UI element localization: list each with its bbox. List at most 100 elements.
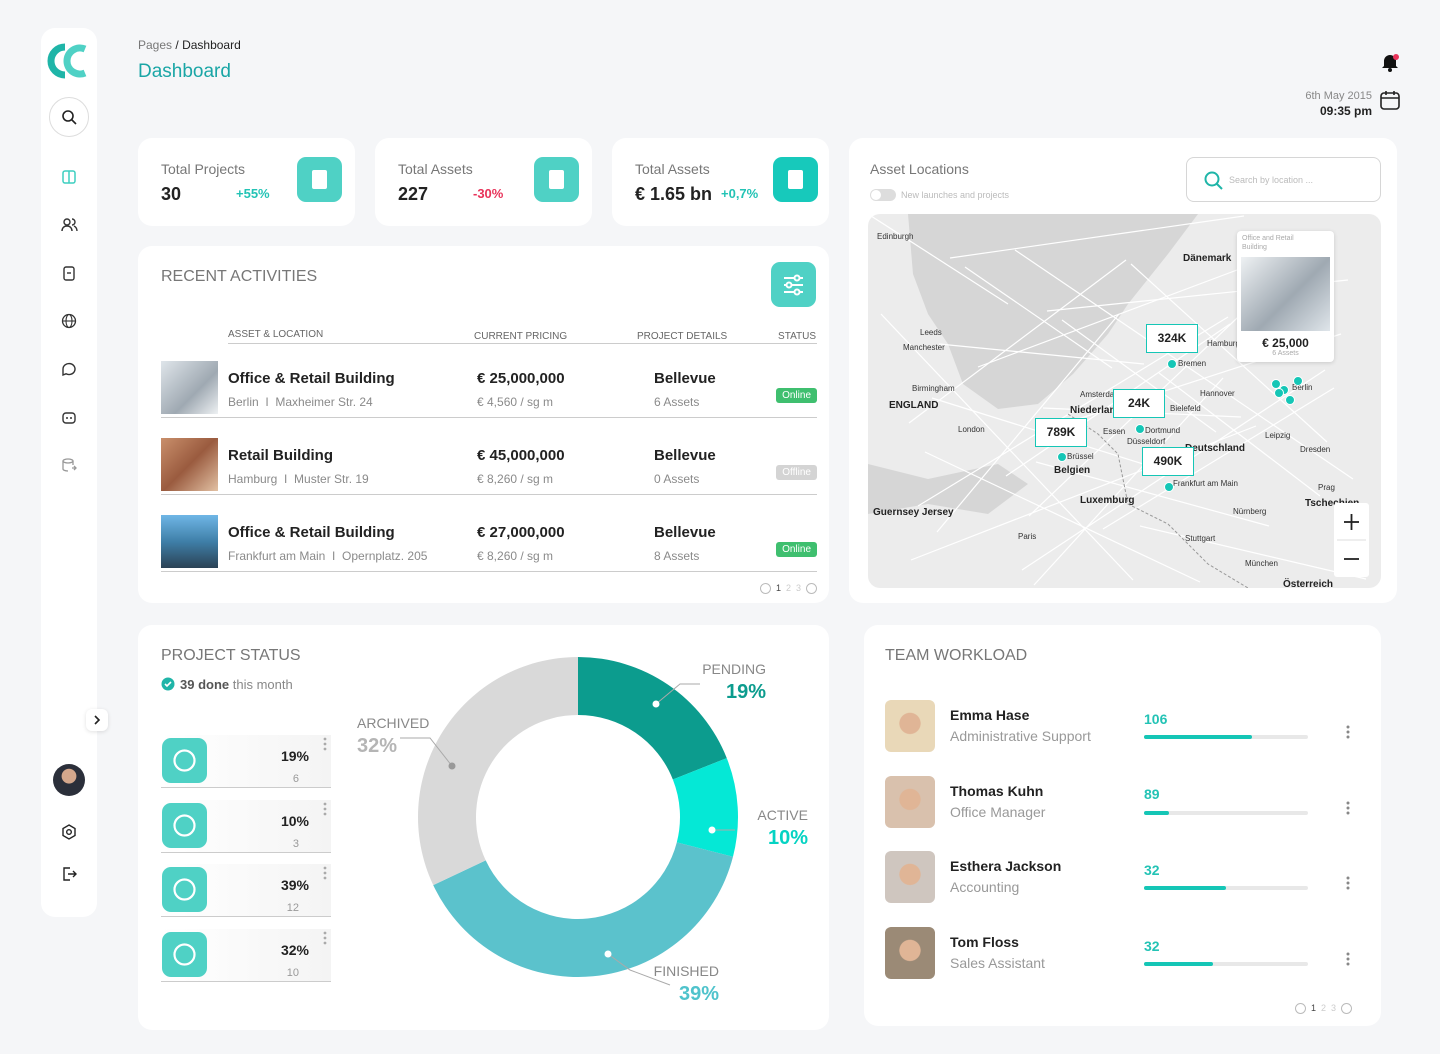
nav-users[interactable] (60, 216, 78, 234)
nav-dashboard[interactable] (60, 168, 78, 186)
road (1014, 249, 1354, 480)
cluster-dot[interactable] (1293, 376, 1303, 386)
nav-database[interactable] (60, 456, 78, 474)
icon-circle (1346, 962, 1350, 965)
marker-label[interactable]: 490K (1142, 447, 1194, 476)
kebab[interactable] (1346, 952, 1350, 971)
search-button[interactable] (49, 97, 89, 137)
status-count: 12 (286, 902, 299, 914)
icon-circle (1346, 957, 1350, 960)
icon-svg (323, 931, 327, 944)
kebab[interactable] (323, 737, 327, 756)
kebab[interactable] (1346, 876, 1350, 895)
calendar-icon[interactable] (1379, 89, 1401, 111)
icon-circle (785, 281, 793, 289)
map-label: Brüssel (1067, 452, 1094, 461)
map[interactable]: Edinburgh Leeds Manchester Birmingham ENGLAN… (868, 214, 1381, 588)
map-label: Deutschland (1185, 443, 1246, 454)
zoom-controls[interactable] (1334, 503, 1369, 577)
user-avatar[interactable] (53, 764, 85, 796)
nav-logout[interactable] (60, 865, 78, 883)
done-summary: 39 done this month (180, 677, 293, 692)
progress-bar (1144, 961, 1213, 966)
kebab[interactable] (1346, 725, 1350, 744)
search-placeholder: Search by location ... (1229, 175, 1314, 185)
breadcrumb: Pages / Dashboard (138, 38, 241, 52)
section-title: PROJECT STATUS (161, 647, 301, 664)
page-next[interactable] (1341, 1003, 1352, 1014)
icon-circle (1346, 811, 1350, 814)
map-label: Leipzig (1265, 431, 1291, 440)
nav-globe[interactable] (60, 312, 78, 330)
row-divider (161, 417, 817, 418)
marker-dot[interactable] (1135, 424, 1145, 434)
map-label: Luxemburg (1080, 495, 1135, 506)
asset-thumbnail (161, 515, 218, 568)
cluster-dot[interactable] (1285, 395, 1295, 405)
page-next[interactable] (806, 583, 817, 594)
project-assets: 6 Assets (654, 395, 700, 409)
nav-chat[interactable] (60, 360, 78, 378)
icon-path (61, 225, 73, 232)
page-number[interactable]: 2 (1321, 1003, 1327, 1013)
marker-label[interactable]: 24K (1113, 389, 1165, 418)
breadcrumb-parent[interactable]: Pages (138, 38, 173, 52)
page-prev[interactable] (760, 583, 771, 594)
marker-label[interactable]: 324K (1146, 324, 1198, 353)
icon-circle (1346, 876, 1350, 880)
marker-dot[interactable] (1164, 482, 1174, 492)
icon-circle (173, 942, 196, 966)
project-name: Bellevue (654, 447, 716, 464)
price-per-sqm: € 8,260 / sg m (477, 549, 554, 563)
icon-circle (66, 417, 68, 419)
page-number[interactable]: 2 (786, 583, 792, 593)
page-number[interactable]: 1 (776, 583, 782, 593)
page-number[interactable]: 3 (796, 583, 802, 593)
toggle-label: New launches and projects (901, 190, 1010, 200)
kebab[interactable] (323, 866, 327, 885)
kebab[interactable] (323, 802, 327, 821)
icon-svg (549, 170, 564, 189)
kebab[interactable] (323, 931, 327, 950)
project-name: Bellevue (654, 524, 716, 541)
status-badge: Offline (776, 465, 817, 480)
marker-label[interactable]: 789K (1035, 418, 1087, 447)
member-avatar (885, 851, 935, 903)
marker-dot[interactable] (1057, 452, 1067, 462)
search-input[interactable]: Search by location ... (1186, 157, 1381, 202)
nav-clipboard[interactable] (60, 264, 78, 282)
road (924, 451, 1201, 583)
popup-title: Office and Retail Building (1242, 235, 1294, 251)
kebab[interactable] (1346, 801, 1350, 820)
page-prev[interactable] (1295, 1003, 1306, 1014)
project-name: Bellevue (654, 370, 716, 387)
icon-g (785, 274, 801, 296)
icon-path (63, 867, 70, 881)
icon-svg (63, 266, 75, 281)
icon-circle (1346, 801, 1350, 804)
time: 09:35 pm (1319, 104, 1372, 118)
notification-bell[interactable] (1379, 51, 1401, 73)
page-number[interactable]: 3 (1331, 1003, 1337, 1013)
marker-dot[interactable] (1167, 359, 1177, 369)
cluster-dot[interactable] (1274, 388, 1284, 398)
filter-button[interactable] (771, 262, 816, 307)
member-name: Thomas Kuhn (950, 782, 1044, 799)
page-title: Dashboard (138, 61, 231, 82)
map-label: Manchester (903, 343, 945, 352)
icon-circle (1346, 725, 1350, 729)
donut-segment (417, 657, 578, 886)
road (910, 425, 1257, 561)
nav-robot[interactable] (60, 408, 78, 426)
icon-circle (323, 812, 327, 815)
icon-circle (323, 742, 327, 746)
nav-settings[interactable] (60, 823, 78, 841)
recent-activities-card (138, 246, 829, 603)
sidebar-toggle[interactable] (86, 709, 108, 731)
map-label: Hannover (1200, 389, 1235, 398)
toggle[interactable] (870, 189, 896, 201)
page-number[interactable]: 1 (1311, 1003, 1317, 1013)
popup-price: € 25,000 (1262, 336, 1309, 350)
price: € 25,000,000 (477, 370, 565, 387)
